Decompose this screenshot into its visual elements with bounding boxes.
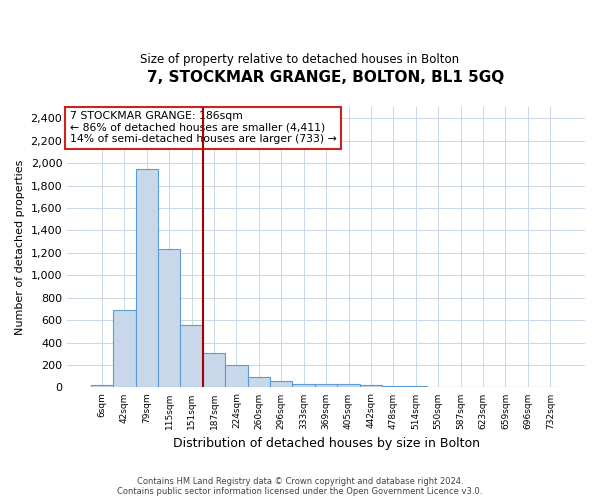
Bar [382, 386, 404, 388]
Bar [360, 386, 382, 388]
Text: Size of property relative to detached houses in Bolton: Size of property relative to detached ho… [140, 52, 460, 66]
Text: 7 STOCKMAR GRANGE: 186sqm
← 86% of detached houses are smaller (4,411)
14% of se: 7 STOCKMAR GRANGE: 186sqm ← 86% of detac… [70, 111, 337, 144]
Bar [292, 384, 315, 388]
Text: Contains HM Land Registry data © Crown copyright and database right 2024.
Contai: Contains HM Land Registry data © Crown c… [118, 476, 482, 496]
Bar [449, 387, 472, 388]
Y-axis label: Number of detached properties: Number of detached properties [15, 160, 25, 335]
Bar [315, 384, 337, 388]
Bar [427, 386, 449, 388]
Bar [248, 378, 270, 388]
Bar [203, 353, 225, 388]
X-axis label: Distribution of detached houses by size in Bolton: Distribution of detached houses by size … [173, 437, 479, 450]
Bar [337, 384, 360, 388]
Bar [270, 382, 292, 388]
Bar [91, 384, 113, 388]
Title: 7, STOCKMAR GRANGE, BOLTON, BL1 5GQ: 7, STOCKMAR GRANGE, BOLTON, BL1 5GQ [148, 70, 505, 85]
Bar [158, 250, 181, 388]
Bar [225, 365, 248, 388]
Bar [181, 325, 203, 388]
Bar [136, 168, 158, 388]
Bar [404, 386, 427, 388]
Bar [113, 310, 136, 388]
